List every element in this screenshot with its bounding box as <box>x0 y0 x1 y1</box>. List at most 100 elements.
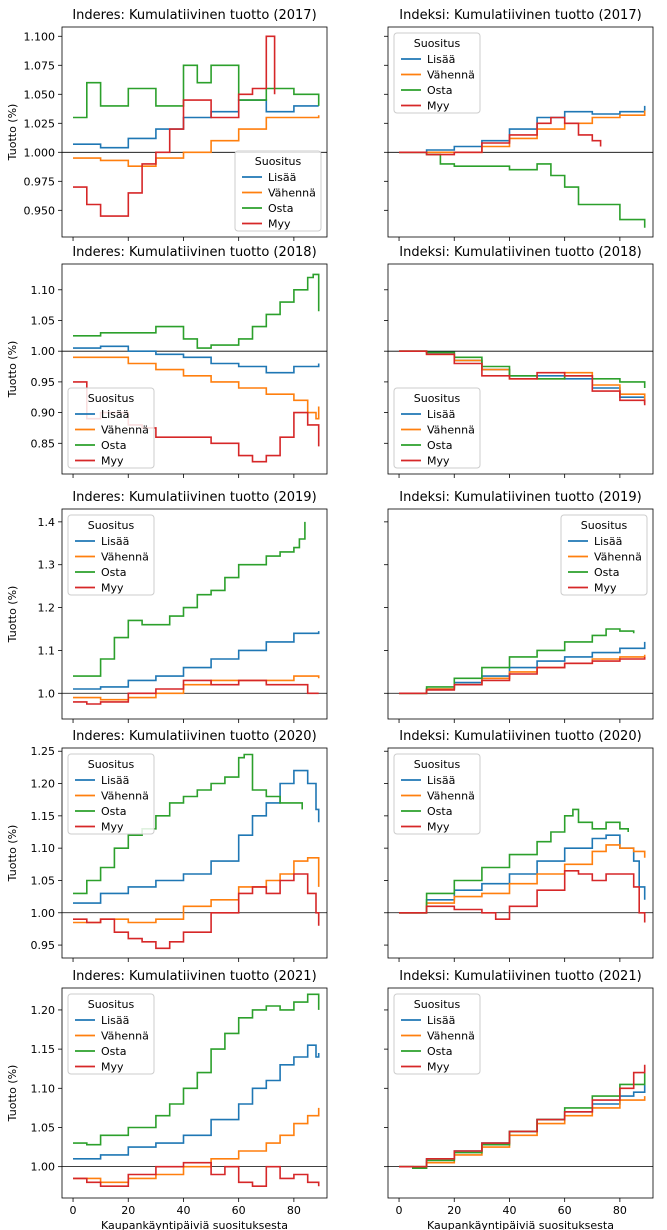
x-tick-label: 40 <box>502 1204 516 1217</box>
legend-box <box>67 993 155 1075</box>
axes-frame <box>387 508 654 720</box>
subplot-title: Inderes: Kumulatiivinen tuotto (2020) <box>72 729 316 744</box>
axes-frame <box>61 263 328 475</box>
y-tick-label: 1.10 <box>31 1082 56 1095</box>
y-axis-label: Tuotto (%) <box>6 1065 19 1123</box>
subplot-title: Indeksi: Kumulatiivinen tuotto (2020) <box>399 729 641 744</box>
legend: Suositus Lisää Vähennä Osta Myy <box>67 993 155 1075</box>
x-tick-label: 80 <box>613 1204 627 1217</box>
series-line-vahenna <box>399 110 646 154</box>
legend-label-vahenna: Vähennä <box>101 551 149 564</box>
y-tick-label: 1.10 <box>31 284 56 297</box>
legend-label-lisaa: Lisää <box>427 408 455 421</box>
y-tick-label: 1.4 <box>38 516 56 529</box>
legend-label-vahenna: Vähennä <box>427 424 475 437</box>
legend-label-osta: Osta <box>101 1045 126 1058</box>
legend: Suositus Lisää Vähennä Osta Myy <box>560 514 648 596</box>
y-tick-label: 0.950 <box>24 204 56 217</box>
legend-label-lisaa: Lisää <box>101 408 129 421</box>
y-tick-label: 1.05 <box>31 1121 56 1134</box>
series-line-osta <box>399 151 646 228</box>
subplot-10: Indeksi: Kumulatiivinen tuotto (2021) 0 20… <box>384 969 654 1230</box>
axes-frame <box>61 26 328 238</box>
legend-label-lisaa: Lisää <box>101 535 129 548</box>
series-line-osta <box>399 1072 646 1169</box>
y-tick-label: 0.95 <box>31 939 56 952</box>
series-line-lisaa <box>73 345 320 374</box>
legend-box <box>67 514 155 596</box>
legend-title: Suositus <box>88 758 135 771</box>
legend-label-vahenna: Vähennä <box>594 551 642 564</box>
subplot-title: Inderes: Kumulatiivinen tuotto (2018) <box>72 245 316 260</box>
legend-label-myy: Myy <box>427 1061 450 1074</box>
series-line-lisaa <box>73 769 320 904</box>
legend-label-osta: Osta <box>268 202 293 215</box>
y-tick-label: 0.90 <box>31 407 56 420</box>
subplot-6: Indeksi: Kumulatiivinen tuotto (2019) Suo… <box>384 490 654 723</box>
axes-frame <box>387 747 654 959</box>
y-tick-label: 1.15 <box>31 810 56 823</box>
legend-label-osta: Osta <box>594 566 619 579</box>
series-line-myy <box>399 116 602 156</box>
legend-box <box>67 753 155 835</box>
legend-label-osta: Osta <box>101 805 126 818</box>
y-tick-label: 0.85 <box>31 437 56 450</box>
legend-label-lisaa: Lisää <box>101 774 129 787</box>
legend-title: Suositus <box>255 155 302 168</box>
y-axis-label: Tuotto (%) <box>6 104 19 162</box>
y-tick-label: 1.10 <box>31 842 56 855</box>
subplot-title: Inderes: Kumulatiivinen tuotto (2021) <box>72 969 316 984</box>
legend-label-osta: Osta <box>427 1045 452 1058</box>
y-tick-label: 1.0 <box>38 687 56 700</box>
y-tick-label: 1.25 <box>31 745 56 758</box>
y-tick-label: 1.2 <box>38 602 56 615</box>
y-tick-label: 1.00 <box>31 1161 56 1174</box>
legend: Suositus Lisää Vähennä Osta Myy <box>393 387 481 469</box>
x-tick-label: 20 <box>121 1204 135 1217</box>
y-tick-label: 1.15 <box>31 1043 56 1056</box>
legend-label-myy: Myy <box>268 218 291 231</box>
series-line-myy <box>73 35 276 217</box>
legend-box <box>393 753 481 835</box>
y-tick-label: 1.000 <box>24 146 56 159</box>
x-tick-label: 80 <box>287 1204 301 1217</box>
series-line-vahenna <box>73 1107 320 1184</box>
series-line-osta <box>73 521 306 677</box>
subplot-title: Inderes: Kumulatiivinen tuotto (2017) <box>72 8 316 23</box>
subplot-5: Inderes: Kumulatiivinen tuotto (2019) 1.0… <box>6 490 328 723</box>
series-line-osta <box>399 808 629 914</box>
series-line-osta <box>73 993 320 1146</box>
legend: Suositus Lisää Vähennä Osta Myy <box>67 753 155 835</box>
y-tick-label: 1.00 <box>31 345 56 358</box>
legend-label-myy: Myy <box>101 582 124 595</box>
legend-box <box>234 150 322 232</box>
axes-frame <box>61 987 328 1199</box>
y-tick-label: 1.05 <box>31 874 56 887</box>
series-line-lisaa <box>73 631 320 690</box>
legend-title: Suositus <box>414 37 461 50</box>
legend-label-vahenna: Vähennä <box>427 1030 475 1043</box>
y-tick-label: 1.05 <box>31 314 56 327</box>
subplot-title: Indeksi: Kumulatiivinen tuotto (2018) <box>399 245 641 260</box>
subplot-9: Inderes: Kumulatiivinen tuotto (2021) 1.0… <box>6 969 328 1230</box>
subplot-1: Inderes: Kumulatiivinen tuotto (2017) 0.9… <box>6 8 328 241</box>
legend-title: Suositus <box>88 519 135 532</box>
series-line-myy <box>73 873 320 950</box>
legend-label-osta: Osta <box>427 439 452 452</box>
series-line-vahenna <box>73 356 320 420</box>
y-tick-label: 1.1 <box>38 644 56 657</box>
legend: Suositus Lisää Vähennä Osta Myy <box>67 387 155 469</box>
legend-label-osta: Osta <box>101 566 126 579</box>
axes-frame <box>61 747 328 959</box>
y-tick-label: 1.025 <box>24 117 56 130</box>
series-line-osta <box>399 350 646 388</box>
x-tick-label: 20 <box>447 1204 461 1217</box>
legend-label-myy: Myy <box>594 582 617 595</box>
legend-title: Suositus <box>88 392 135 405</box>
x-tick-label: 60 <box>558 1204 572 1217</box>
legend-label-myy: Myy <box>427 455 450 468</box>
legend-label-lisaa: Lisää <box>101 1014 129 1027</box>
legend: Suositus Lisää Vähennä Osta Myy <box>234 150 322 232</box>
series-line-myy <box>399 870 646 923</box>
